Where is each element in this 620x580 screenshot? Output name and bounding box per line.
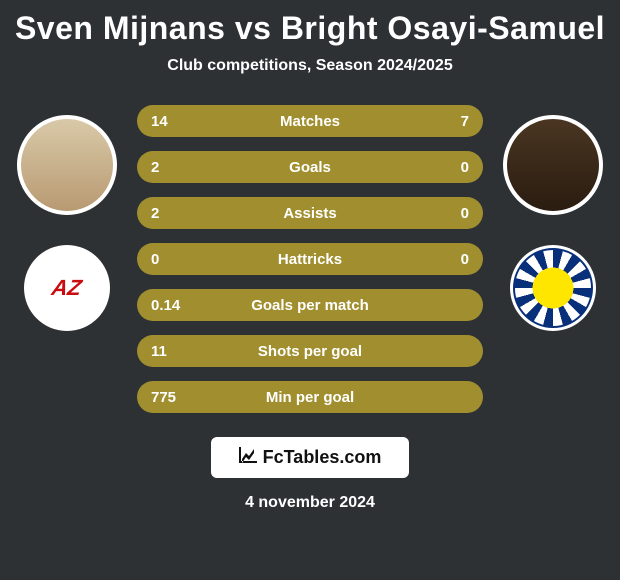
right-column bbox=[503, 105, 603, 331]
chart-icon bbox=[239, 447, 257, 468]
stat-label: Hattricks bbox=[278, 251, 342, 268]
stat-label: Matches bbox=[280, 113, 340, 130]
stat-left-value: 2 bbox=[151, 159, 191, 176]
stat-left-value: 0.14 bbox=[151, 297, 191, 314]
brand-box: FcTables.com bbox=[211, 437, 410, 478]
player-left-club-badge: AZ bbox=[24, 245, 110, 331]
stats-list: 14 Matches 7 2 Goals 0 2 Assists 0 0 Hat… bbox=[137, 105, 483, 413]
player-right-club-badge bbox=[510, 245, 596, 331]
player-right-avatar bbox=[503, 115, 603, 215]
comparison-card: Sven Mijnans vs Bright Osayi-Samuel Club… bbox=[0, 0, 620, 580]
stat-label: Min per goal bbox=[266, 389, 354, 406]
stat-label: Goals per match bbox=[251, 297, 369, 314]
stat-right-value: 0 bbox=[429, 251, 469, 268]
left-column: AZ bbox=[17, 105, 117, 331]
stat-left-value: 11 bbox=[151, 343, 191, 360]
player-left-avatar bbox=[17, 115, 117, 215]
stat-label: Goals bbox=[289, 159, 331, 176]
fenerbahce-logo-icon bbox=[513, 248, 593, 328]
stat-row: 14 Matches 7 bbox=[137, 105, 483, 137]
stat-row: 11 Shots per goal bbox=[137, 335, 483, 367]
stat-row: 2 Assists 0 bbox=[137, 197, 483, 229]
stat-row: 2 Goals 0 bbox=[137, 151, 483, 183]
date-label: 4 november 2024 bbox=[245, 494, 375, 512]
stat-right-value: 0 bbox=[429, 159, 469, 176]
stat-row: 0.14 Goals per match bbox=[137, 289, 483, 321]
stat-right-value: 0 bbox=[429, 205, 469, 222]
page-subtitle: Club competitions, Season 2024/2025 bbox=[167, 57, 452, 75]
stat-left-value: 0 bbox=[151, 251, 191, 268]
brand-label: FcTables.com bbox=[263, 447, 382, 468]
stat-right-value: 7 bbox=[429, 113, 469, 130]
stat-left-value: 775 bbox=[151, 389, 191, 406]
stat-label: Shots per goal bbox=[258, 343, 362, 360]
stat-left-value: 2 bbox=[151, 205, 191, 222]
page-title: Sven Mijnans vs Bright Osayi-Samuel bbox=[15, 10, 605, 47]
stat-label: Assists bbox=[283, 205, 336, 222]
stat-row: 775 Min per goal bbox=[137, 381, 483, 413]
az-logo-icon: AZ bbox=[50, 275, 84, 301]
stat-left-value: 14 bbox=[151, 113, 191, 130]
stat-row: 0 Hattricks 0 bbox=[137, 243, 483, 275]
main-row: AZ 14 Matches 7 2 Goals 0 2 Assists 0 0 … bbox=[0, 105, 620, 413]
